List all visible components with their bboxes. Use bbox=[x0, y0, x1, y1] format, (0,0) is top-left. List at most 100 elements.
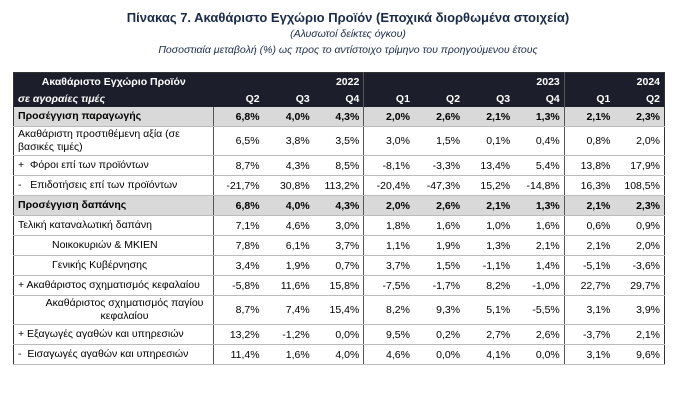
cell-value: 3,7% bbox=[313, 235, 364, 256]
cell-value: 0,0% bbox=[514, 344, 565, 365]
cell-value: 6,1% bbox=[263, 235, 314, 256]
cell-value: 3,1% bbox=[563, 344, 615, 365]
cell-value: 2,6% bbox=[413, 107, 465, 127]
header-row: σε αγοραίες τιμές Q2 Q3 Q4 Q1 Q2 Q3 Q4 Q1 Q2 bbox=[13, 90, 665, 107]
cell-value: 8,7% bbox=[212, 295, 264, 325]
cell-value: 13,2% bbox=[212, 324, 264, 345]
cell-value: 8,7% bbox=[212, 155, 264, 176]
cell-value: 3,8% bbox=[263, 126, 314, 156]
cell-value: -7,5% bbox=[363, 275, 414, 296]
cell-value: -47,3% bbox=[413, 175, 465, 196]
cell-value: 3,0% bbox=[313, 215, 364, 236]
cell-value: 5,1% bbox=[464, 295, 515, 325]
cell-value: 0,8% bbox=[563, 126, 615, 156]
table-row: Γενικής Κυβέρνησης 3,4% 1,9% 0,7% 3,7% 1,5% -1… bbox=[13, 255, 665, 276]
table-row: Ακαθάριστη προστιθέμενη αξία (σε βασικές… bbox=[13, 126, 665, 156]
table-row: + Εξαγωγές αγαθών και υπηρεσιών 13,2% -1,2… bbox=[13, 324, 665, 345]
cell-value: 1,5% bbox=[413, 126, 465, 156]
cell-value: 2,3% bbox=[614, 107, 665, 127]
cell-value: 3,9% bbox=[614, 295, 665, 325]
cell-value: 2,0% bbox=[363, 107, 414, 127]
cell-value: -3,6% bbox=[614, 255, 665, 276]
cell-value: -14,8% bbox=[514, 175, 565, 196]
cell-value: 2,1% bbox=[563, 235, 615, 256]
table-row: Προσέγγιση δαπάνης 6,8% 4,0% 4,3% 2,0% 2,6% 2,… bbox=[13, 195, 665, 216]
cell-value: 5,4% bbox=[514, 155, 565, 176]
cell-value: 15,8% bbox=[313, 275, 364, 296]
cell-value: 6,8% bbox=[212, 195, 264, 216]
cell-value: 2,0% bbox=[614, 235, 665, 256]
cell-value: 3,0% bbox=[363, 126, 414, 156]
row-label: Ακαθάριστη προστιθέμενη αξία (σε βασικές… bbox=[13, 126, 214, 156]
cell-value: -5,1% bbox=[563, 255, 615, 276]
cell-value: 16,3% bbox=[563, 175, 615, 196]
table-row: Νοικοκυριών & ΜΚΙΕΝ 7,8% 6,1% 3,7% 1,1% 1,9% 1… bbox=[13, 235, 665, 256]
cell-value: 3,7% bbox=[363, 255, 414, 276]
cell-value: 29,7% bbox=[614, 275, 665, 296]
year-header: 2024 bbox=[563, 72, 665, 90]
table-row: Τελική καταναλωτική δαπάνη 7,1% 4,6% 3,0% 1,… bbox=[13, 215, 665, 236]
cell-value: 9,6% bbox=[614, 344, 665, 365]
cell-value: 3,5% bbox=[313, 126, 364, 156]
cell-value: 7,4% bbox=[263, 295, 314, 325]
quarter-header: Q3 bbox=[464, 90, 515, 107]
table-row: Ακαθάριστος σχηματισμός παγίου κεφαλαίου… bbox=[13, 295, 665, 325]
year-header: 2023 bbox=[363, 72, 565, 90]
cell-value: 4,3% bbox=[313, 195, 364, 216]
cell-value: 0,0% bbox=[413, 344, 465, 365]
cell-value: 13,8% bbox=[563, 155, 615, 176]
cell-value: -3,7% bbox=[563, 324, 615, 345]
subtitle: (Αλυσωτοί δείκτες όγκου) bbox=[290, 28, 406, 40]
cell-value: 2,3% bbox=[614, 195, 665, 216]
row-label: Τελική καταναλωτική δαπάνη bbox=[13, 215, 214, 236]
cell-value: 2,1% bbox=[614, 324, 665, 345]
title: Πίνακας 7. Ακαθάριστο Εγχώριο Προϊόν (Επ… bbox=[126, 10, 570, 25]
cell-value: 4,3% bbox=[263, 155, 314, 176]
cell-value: 1,9% bbox=[263, 255, 314, 276]
cell-value: -1,7% bbox=[413, 275, 465, 296]
header-label: Ακαθάριστο Εγχώριο Προϊόν bbox=[13, 72, 214, 90]
cell-value: 0,0% bbox=[313, 324, 364, 345]
cell-value: 2,7% bbox=[464, 324, 515, 345]
cell-value: 15,4% bbox=[313, 295, 364, 325]
cell-value: 1,1% bbox=[363, 235, 414, 256]
quarter-header: Q2 bbox=[213, 90, 264, 107]
quarter-header: Q2 bbox=[413, 90, 465, 107]
cell-value: 0,1% bbox=[464, 126, 515, 156]
cell-value: 8,2% bbox=[363, 295, 414, 325]
cell-value: -20,4% bbox=[363, 175, 414, 196]
cell-value: -1,1% bbox=[464, 255, 515, 276]
cell-value: 7,1% bbox=[212, 215, 264, 236]
cell-value: -5,8% bbox=[212, 275, 264, 296]
cell-value: 4,6% bbox=[263, 215, 314, 236]
cell-value: -1,2% bbox=[263, 324, 314, 345]
cell-value: 9,3% bbox=[413, 295, 465, 325]
quarter-header: Q3 bbox=[263, 90, 314, 107]
cell-value: 17,9% bbox=[614, 155, 665, 176]
cell-value: 4,0% bbox=[263, 195, 314, 216]
cell-value: 2,1% bbox=[464, 195, 515, 216]
table-row: Προσέγγιση παραγωγής 6,8% 4,0% 4,3% 2,0% 2,6%… bbox=[13, 107, 665, 127]
row-label: - Επιδοτήσεις επί των προϊόντων bbox=[13, 175, 214, 196]
cell-value: 6,5% bbox=[212, 126, 264, 156]
cell-value: -8,1% bbox=[363, 155, 414, 176]
row-label: + Ακαθάριστος σχηματισμός κεφαλαίου bbox=[13, 275, 214, 296]
row-label: Προσέγγιση παραγωγής bbox=[13, 107, 214, 127]
row-label: + Εξαγωγές αγαθών και υπηρεσιών bbox=[13, 324, 214, 345]
cell-value: 11,4% bbox=[212, 344, 264, 365]
cell-value: 108,5% bbox=[614, 175, 665, 196]
table-row: - Επιδοτήσεις επί των προϊόντων -21,7% 30,… bbox=[13, 175, 665, 196]
row-label: Γενικής Κυβέρνησης bbox=[13, 255, 214, 276]
cell-value: 13,4% bbox=[464, 155, 515, 176]
cell-value: 2,6% bbox=[413, 195, 465, 216]
cell-value: 2,0% bbox=[363, 195, 414, 216]
cell-value: 1,4% bbox=[514, 255, 565, 276]
cell-value: 4,0% bbox=[263, 107, 314, 127]
cell-value: 3,1% bbox=[563, 295, 615, 325]
cell-value: 0,7% bbox=[313, 255, 364, 276]
note: Ποσοστιαία μεταβολή (%) ως προς το αντίσ… bbox=[158, 44, 538, 56]
cell-value: -3,3% bbox=[413, 155, 465, 176]
row-label: Νοικοκυριών & ΜΚΙΕΝ bbox=[13, 235, 214, 256]
quarter-header: Q4 bbox=[514, 90, 565, 107]
cell-value: 0,2% bbox=[413, 324, 465, 345]
